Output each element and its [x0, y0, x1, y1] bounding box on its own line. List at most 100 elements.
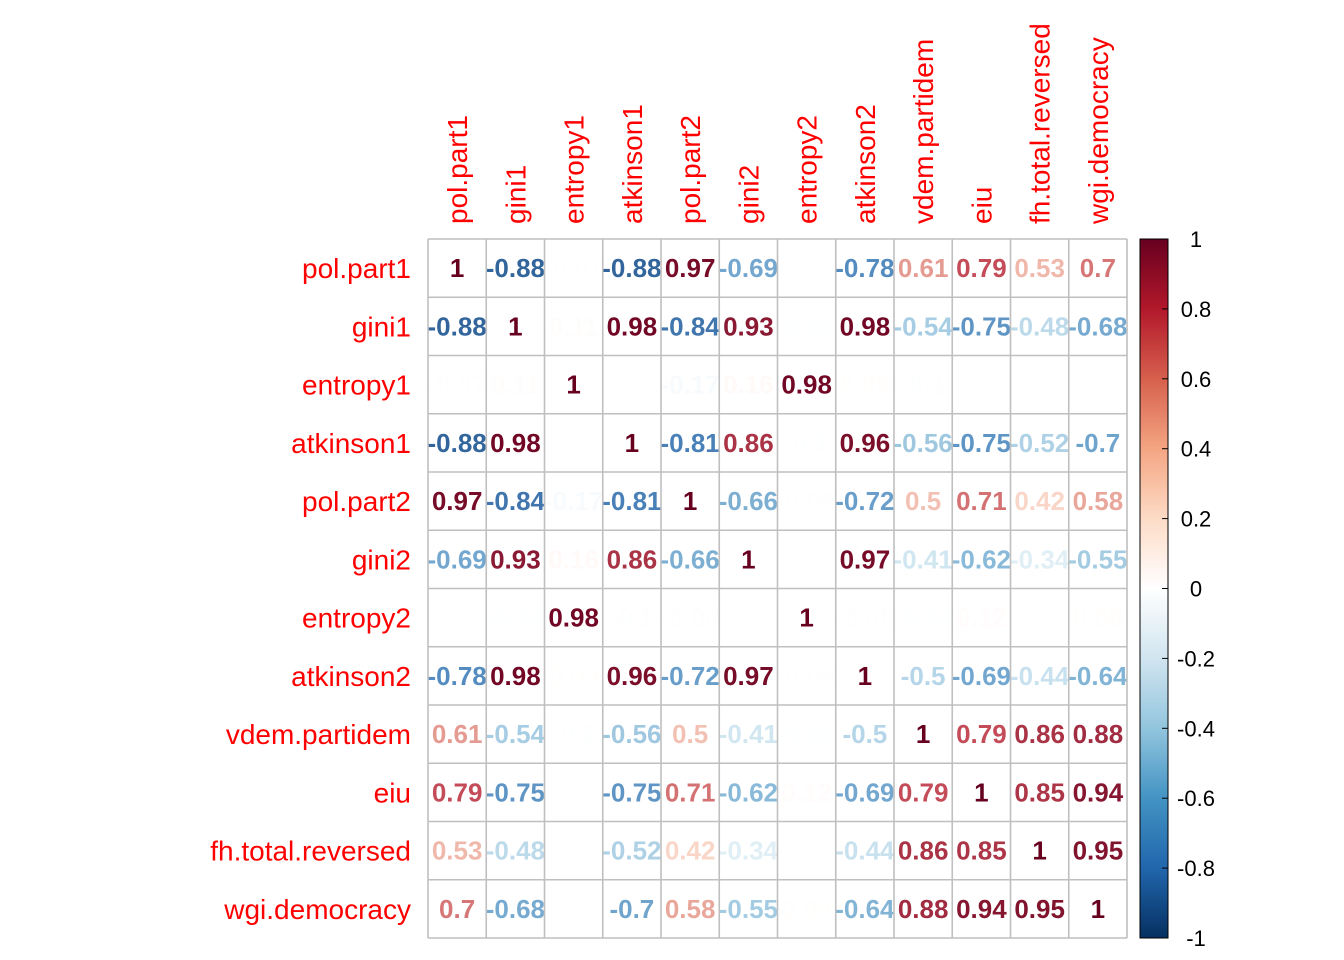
cell-value-gini1-entropy1: 0.11	[549, 311, 598, 341]
row-label-pol.part2: pol.part2	[302, 486, 411, 517]
cell-value-pol.part1-atkinson1: -0.88	[602, 253, 661, 283]
colorbar-tick-label: 0.4	[1181, 437, 1212, 462]
cell-value-entropy2-entropy2: 1	[799, 603, 813, 633]
cell-value-gini2-fh.total.reversed: -0.34	[1010, 544, 1070, 574]
cell-value-entropy1-vdem.partidem: -0.1	[901, 370, 946, 400]
cell-value-gini1-entropy2: -0.04	[777, 311, 837, 341]
cell-value-atkinson2-pol.part1: -0.78	[427, 661, 486, 691]
cell-value-wgi.democracy-wgi.democracy: 1	[1091, 894, 1105, 924]
colorbar-tick-label: 0.6	[1181, 367, 1212, 392]
cell-value-eiu-gini2: -0.62	[719, 777, 778, 807]
colorbar-tick-label: -1	[1186, 926, 1206, 951]
cell-value-pol.part1-pol.part1: 1	[450, 253, 464, 283]
cell-value-pol.part2-wgi.democracy: 0.58	[1073, 486, 1124, 516]
cell-value-entropy2-atkinson1: -0.1	[609, 603, 654, 633]
cell-value-vdem.partidem-entropy2: -0.04	[777, 719, 837, 749]
cell-value-atkinson2-eiu: -0.69	[952, 661, 1011, 691]
cell-value-entropy2-gini2: 0.02	[723, 603, 774, 633]
cell-value-atkinson1-vdem.partidem: -0.56	[893, 428, 952, 458]
cell-value-entropy1-eiu: 0.03	[956, 370, 1007, 400]
cell-value-pol.part2-pol.part2: 1	[683, 486, 697, 516]
cell-value-entropy2-atkinson2: -0.08	[835, 603, 894, 633]
cell-value-vdem.partidem-entropy1: -0.1	[551, 719, 596, 749]
cell-value-pol.part2-entropy1: -0.17	[544, 486, 603, 516]
cell-value-vdem.partidem-pol.part1: 0.61	[432, 719, 483, 749]
cell-value-gini1-atkinson2: 0.98	[840, 311, 891, 341]
cell-value-gini2-entropy2: 0.02	[781, 544, 832, 574]
cell-value-atkinson1-eiu: -0.75	[952, 428, 1011, 458]
column-label-fh.total.reversed: fh.total.reversed	[1025, 23, 1056, 224]
cell-value-entropy1-gini2: 0.16	[723, 370, 774, 400]
column-labels: pol.part1 gini1 entropy1 atkinson1 pol.part2…	[442, 23, 1114, 225]
cell-value-gini2-eiu: -0.62	[952, 544, 1011, 574]
cell-value-entropy2-pol.part2: -0.08	[660, 603, 719, 633]
cell-value-pol.part1-pol.part2: 0.97	[665, 253, 716, 283]
colorbar-tick-label: -0.8	[1177, 856, 1215, 881]
row-label-entropy2: entropy2	[302, 603, 411, 634]
row-label-atkinson2: atkinson2	[291, 661, 411, 692]
cell-value-gini1-gini2: 0.93	[723, 311, 774, 341]
cell-value-vdem.partidem-pol.part2: 0.5	[672, 719, 708, 749]
cell-value-vdem.partidem-fh.total.reversed: 0.86	[1014, 719, 1065, 749]
cell-value-entropy2-fh.total.reversed: 0.03	[1014, 603, 1065, 633]
cell-value-gini2-atkinson1: 0.86	[607, 544, 658, 574]
cell-value-gini2-wgi.democracy: -0.55	[1068, 544, 1127, 574]
cell-value-vdem.partidem-atkinson1: -0.56	[602, 719, 661, 749]
cell-value-gini1-gini1: 1	[508, 311, 522, 341]
column-label-atkinson2: atkinson2	[850, 104, 881, 224]
cell-value-eiu-atkinson2: -0.69	[835, 777, 894, 807]
cell-value-pol.part2-atkinson1: -0.81	[602, 486, 661, 516]
cell-value-atkinson2-atkinson1: 0.96	[607, 661, 658, 691]
cell-value-entropy1-entropy1: 1	[566, 370, 580, 400]
cell-value-gini1-pol.part2: -0.84	[660, 311, 720, 341]
color-legend: 1 0.8 0.6 0.4 0.2 0 -0.2 -0.4 -0.6 -0.8 -1	[1139, 227, 1215, 951]
cell-value-entropy1-entropy2: 0.98	[781, 370, 832, 400]
column-label-pol.part2: pol.part2	[675, 115, 706, 224]
column-label-entropy1: entropy1	[559, 115, 590, 224]
cell-value-gini1-fh.total.reversed: -0.48	[1010, 311, 1069, 341]
cell-value-atkinson1-pol.part2: -0.81	[660, 428, 719, 458]
cell-value-fh.total.reversed-atkinson1: -0.52	[602, 836, 661, 866]
cell-value-fh.total.reversed-eiu: 0.85	[956, 836, 1007, 866]
cell-value-atkinson2-fh.total.reversed: -0.44	[1010, 661, 1070, 691]
cell-value-gini2-vdem.partidem: -0.41	[893, 544, 952, 574]
cell-value-pol.part2-gini1: -0.84	[486, 486, 546, 516]
cell-value-eiu-pol.part1: 0.79	[432, 777, 483, 807]
cell-value-vdem.partidem-wgi.democracy: 0.88	[1073, 719, 1124, 749]
cell-value-eiu-eiu: 1	[974, 777, 988, 807]
cell-value-entropy1-pol.part2: -0.17	[660, 370, 719, 400]
column-label-vdem.partidem: vdem.partidem	[908, 39, 939, 224]
cell-value-gini1-eiu: -0.75	[952, 311, 1011, 341]
row-label-vdem.partidem: vdem.partidem	[226, 719, 411, 750]
cell-value-pol.part1-eiu: 0.79	[956, 253, 1007, 283]
cell-value-entropy2-eiu: 0.12	[956, 603, 1007, 633]
cell-value-atkinson2-gini1: 0.98	[490, 661, 541, 691]
cell-value-vdem.partidem-gini1: -0.54	[486, 719, 546, 749]
cell-value-gini2-atkinson2: 0.97	[840, 544, 891, 574]
cell-value-atkinson1-entropy2: -0.1	[784, 428, 829, 458]
cell-value-entropy2-gini1: -0.04	[486, 603, 546, 633]
row-label-gini2: gini2	[352, 544, 411, 575]
cell-value-entropy2-vdem.partidem: -0.04	[893, 603, 953, 633]
column-label-pol.part1: pol.part1	[442, 115, 473, 224]
cell-value-fh.total.reversed-fh.total.reversed: 1	[1032, 836, 1046, 866]
cell-value-entropy1-atkinson1: 0.03	[607, 370, 658, 400]
cell-value-pol.part1-gini2: -0.69	[719, 253, 778, 283]
cell-value-atkinson1-wgi.democracy: -0.7	[1075, 428, 1120, 458]
cell-value-eiu-entropy1: 0.03	[548, 777, 599, 807]
cell-value-entropy2-wgi.democracy: 0.08	[1073, 603, 1124, 633]
cell-value-entropy1-gini1: 0.11	[491, 370, 540, 400]
colorbar-tick-label: -0.6	[1177, 786, 1215, 811]
cell-value-atkinson1-fh.total.reversed: -0.52	[1010, 428, 1069, 458]
cell-value-pol.part1-entropy2: 0.02	[781, 253, 832, 283]
cell-value-entropy2-pol.part1: 0.02	[432, 603, 483, 633]
cell-value-atkinson2-pol.part2: -0.72	[660, 661, 719, 691]
cell-value-fh.total.reversed-wgi.democracy: 0.95	[1073, 836, 1124, 866]
column-label-entropy2: entropy2	[792, 115, 823, 224]
cell-value-pol.part1-vdem.partidem: 0.61	[898, 253, 949, 283]
cell-value-fh.total.reversed-entropy2: 0.03	[781, 836, 832, 866]
cell-value-atkinson2-vdem.partidem: -0.5	[901, 661, 946, 691]
row-labels: pol.part1 gini1 entropy1 atkinson1 pol.part2…	[210, 253, 411, 925]
cell-value-atkinson1-atkinson1: 1	[625, 428, 639, 458]
cell-value-atkinson1-atkinson2: 0.96	[840, 428, 891, 458]
